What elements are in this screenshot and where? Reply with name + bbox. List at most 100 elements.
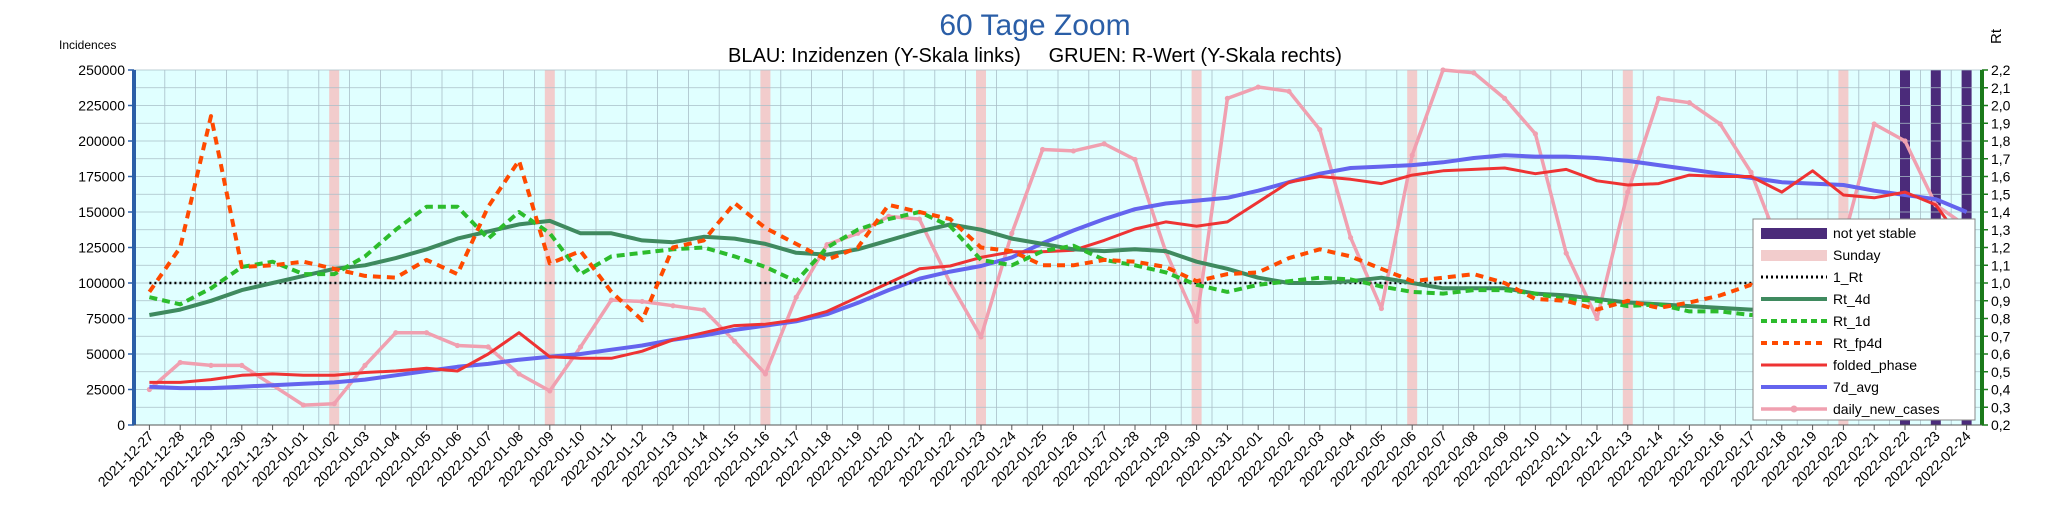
- y-tick-left-label: 100000: [78, 275, 125, 291]
- data-point-daily-new-cases: [1686, 100, 1692, 106]
- data-point-daily-new-cases: [578, 344, 584, 350]
- data-point-daily-new-cases: [454, 342, 460, 349]
- data-point-daily-new-cases: [1317, 127, 1323, 133]
- y-tick-right-label: 0,9: [1991, 293, 2011, 309]
- y-tick-right-label: 1,3: [1991, 222, 2011, 238]
- data-point-daily-new-cases: [516, 371, 522, 377]
- data-point-daily-new-cases: [1471, 70, 1477, 76]
- y-tick-right-label: 0,6: [1991, 346, 2011, 362]
- data-point-daily-new-cases: [1563, 250, 1569, 256]
- data-point-daily-new-cases: [1224, 95, 1230, 101]
- y-tick-left-label: 0: [117, 417, 125, 433]
- y-tick-left-label: 25000: [86, 382, 125, 398]
- series-line-daily-new-cases: [148, 68, 1968, 407]
- data-point-daily-new-cases: [701, 307, 707, 313]
- data-point-daily-new-cases: [732, 338, 738, 344]
- data-point-daily-new-cases: [1009, 230, 1015, 236]
- data-point-daily-new-cases: [547, 388, 553, 394]
- data-point-daily-new-cases: [1040, 146, 1046, 153]
- y-tick-right-label: 0,3: [1991, 399, 2011, 415]
- data-point-daily-new-cases: [1748, 169, 1754, 175]
- data-point-daily-new-cases: [1625, 189, 1631, 195]
- data-point-daily-new-cases: [1409, 152, 1415, 158]
- data-point-daily-new-cases: [1594, 315, 1600, 322]
- data-point-daily-new-cases: [670, 303, 676, 309]
- y-tick-right-label: 2,2: [1991, 62, 2011, 78]
- legend-marker-daily-new-cases: [1790, 405, 1798, 413]
- data-point-daily-new-cases: [1502, 95, 1508, 101]
- y-tick-right-label: 1,1: [1991, 257, 2011, 273]
- legend-swatch-sunday: [1761, 250, 1827, 261]
- data-point-daily-new-cases: [978, 334, 984, 340]
- data-point-daily-new-cases: [239, 362, 245, 368]
- y-tick-right-label: 1,9: [1991, 115, 2011, 131]
- y-tick-right-label: 1,2: [1991, 240, 2011, 256]
- series-line-rt-fp4d: [147, 114, 1968, 345]
- y-axis-right-label: Rt: [1988, 28, 2005, 44]
- data-point-daily-new-cases: [331, 401, 337, 407]
- data-point-daily-new-cases: [1717, 121, 1723, 127]
- legend-label-rt-4d: Rt_4d: [1833, 291, 1870, 307]
- data-point-daily-new-cases: [639, 298, 645, 305]
- legend-label-not-yet-stable: not yet stable: [1833, 225, 1916, 241]
- data-point-daily-new-cases: [485, 344, 491, 350]
- data-point-daily-new-cases: [793, 294, 799, 300]
- data-point-daily-new-cases: [393, 330, 399, 336]
- y-tick-right-label: 1,0: [1991, 275, 2011, 291]
- data-point-daily-new-cases: [1440, 67, 1446, 73]
- y-tick-left-label: 50000: [86, 346, 125, 362]
- legend-label-7d-avg: 7d_avg: [1833, 379, 1879, 395]
- legend-label-rt-fp4d: Rt_fp4d: [1833, 335, 1882, 351]
- data-point-daily-new-cases: [300, 402, 306, 408]
- y-tick-right-label: 1,6: [1991, 169, 2011, 185]
- y-tick-left-label: 175000: [78, 169, 125, 185]
- y-tick-right-label: 0,5: [1991, 364, 2011, 380]
- data-point-daily-new-cases: [762, 371, 769, 377]
- data-point-daily-new-cases: [1871, 121, 1877, 127]
- y-tick-right-label: 1,8: [1991, 133, 2011, 149]
- y-tick-left-label: 125000: [78, 240, 125, 256]
- y-tick-left-label: 250000: [78, 62, 125, 78]
- y-tick-right-label: 0,7: [1991, 328, 2011, 344]
- data-point-daily-new-cases: [824, 242, 830, 248]
- data-point-daily-new-cases: [208, 362, 214, 368]
- data-point-daily-new-cases: [1255, 84, 1261, 90]
- data-point-daily-new-cases: [1194, 318, 1200, 324]
- y-tick-right-label: 1,7: [1991, 151, 2011, 167]
- legend-swatch-not-yet-stable: [1761, 228, 1827, 239]
- data-point-daily-new-cases: [608, 297, 615, 303]
- legend-label-rt-1d: Rt_1d: [1833, 313, 1870, 329]
- legend-label-daily-new-cases: daily_new_cases: [1833, 401, 1940, 417]
- y-tick-right-label: 1,5: [1991, 186, 2011, 202]
- data-point-daily-new-cases: [1902, 138, 1908, 144]
- y-tick-left-label: 75000: [86, 311, 125, 327]
- legend-label-folded-phase: folded_phase: [1833, 357, 1917, 373]
- data-point-daily-new-cases: [1378, 305, 1384, 312]
- y-tick-right-label: 2,1: [1991, 80, 2011, 96]
- legend-label-1-rt: 1_Rt: [1833, 269, 1863, 285]
- data-point-daily-new-cases: [177, 359, 183, 366]
- y-tick-right-label: 0,8: [1991, 311, 2011, 327]
- y-tick-right-label: 0,2: [1991, 417, 2011, 433]
- legend-label-sunday: Sunday: [1833, 247, 1880, 263]
- data-point-daily-new-cases: [1132, 156, 1138, 163]
- chart-subtitle: BLAU: Inzidenzen (Y-Skala links) GRUEN: …: [728, 45, 1342, 67]
- data-point-daily-new-cases: [1101, 141, 1107, 147]
- y-axis-left-label: Incidences: [59, 38, 116, 52]
- y-tick-right-label: 2,0: [1991, 98, 2011, 114]
- series-line-folded-phase: [149, 166, 1968, 384]
- data-point-daily-new-cases: [1070, 148, 1076, 154]
- series-line-7d-avg: [149, 153, 1968, 391]
- y-tick-right-label: 0,4: [1991, 382, 2011, 398]
- data-point-daily-new-cases: [362, 362, 368, 368]
- data-point-daily-new-cases: [1656, 95, 1662, 101]
- data-point-daily-new-cases: [1286, 88, 1292, 94]
- y-tick-left-label: 150000: [78, 204, 125, 220]
- data-point-daily-new-cases: [916, 216, 923, 222]
- data-point-daily-new-cases: [424, 330, 430, 336]
- data-point-daily-new-cases: [1532, 131, 1538, 137]
- chart-title: 60 Tage Zoom: [939, 9, 1130, 42]
- y-tick-left-label: 225000: [78, 98, 125, 114]
- y-tick-right-label: 1,4: [1991, 204, 2011, 220]
